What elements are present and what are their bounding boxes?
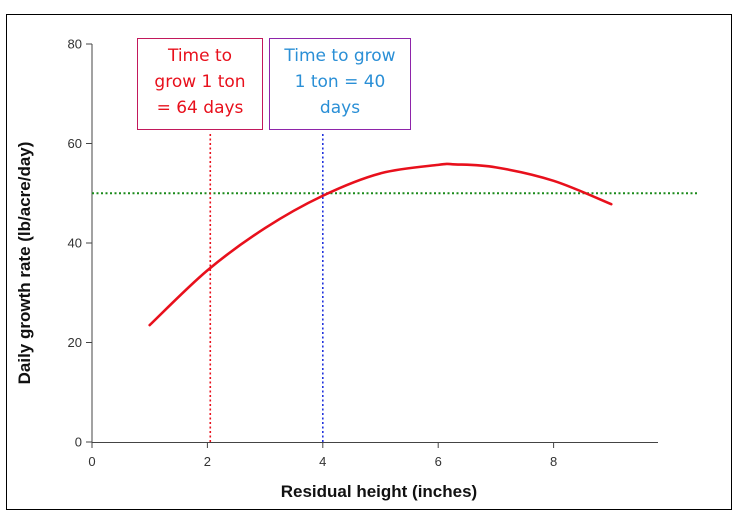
y-tick-label: 0 xyxy=(75,435,82,450)
y-tick-label: 20 xyxy=(68,335,82,350)
annotation-line: Time to xyxy=(167,46,233,66)
annotation-line: 1 ton = 40 xyxy=(294,72,386,92)
y-axis-title: Daily growth rate (lb/acre/day) xyxy=(15,142,34,385)
annotation-line: days xyxy=(319,98,361,118)
y-tick-label: 60 xyxy=(68,136,82,151)
x-tick-label: 0 xyxy=(88,454,95,469)
series-line-growth-rate xyxy=(148,162,613,327)
series-layer xyxy=(148,162,613,327)
annotation-box-64-days: Time to grow 1 ton = 64 days xyxy=(137,38,263,130)
axes: 0 20 40 60 80 0 2 4 6 8 xyxy=(68,37,658,469)
annotation-box-40-days: Time to grow 1 ton = 40 days xyxy=(269,38,411,130)
y-tick-label: 80 xyxy=(68,37,82,52)
y-tick-label: 40 xyxy=(68,236,82,251)
annotation-line: = 64 days xyxy=(156,98,244,118)
annotation-line: grow 1 ton xyxy=(154,72,246,92)
annotation-line: Time to grow xyxy=(284,46,396,66)
x-axis-title: Residual height (inches) xyxy=(281,482,477,501)
x-tick-label: 4 xyxy=(319,454,326,469)
x-tick-label: 2 xyxy=(204,454,211,469)
reference-lines xyxy=(92,134,697,442)
x-tick-label: 6 xyxy=(435,454,442,469)
x-tick-label: 8 xyxy=(550,454,557,469)
chart-frame xyxy=(6,14,732,510)
